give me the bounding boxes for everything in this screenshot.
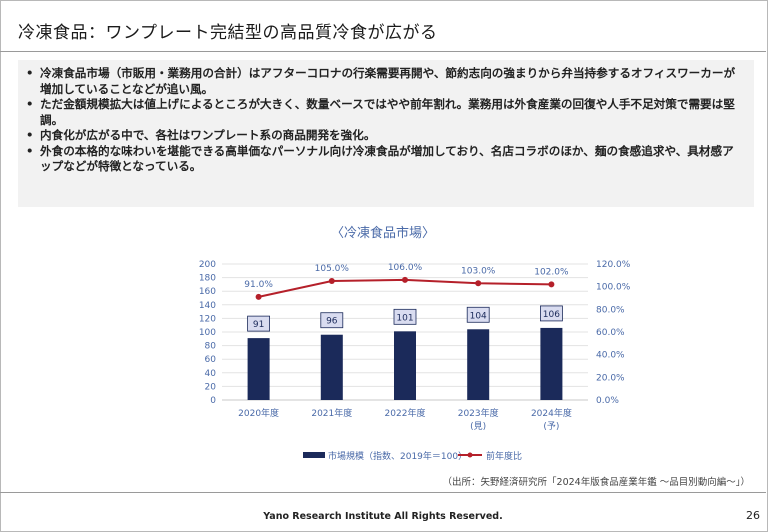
copyright-footer: Yano Research Institute All Rights Reser… [263, 511, 503, 522]
growth-point [328, 278, 335, 284]
bar-value-box [540, 305, 563, 322]
y-left-tick-label: 20 [205, 382, 217, 392]
bullet-mark: • [26, 66, 34, 80]
y-left-tick-label: 100 [199, 328, 216, 338]
bar-value-label: 104 [470, 311, 487, 321]
summary-item-text: 内食化が広がる中で、各社はワンプレート系の商品開発を強化。 [40, 128, 376, 142]
y-right-tick-label: 100.0% [596, 283, 631, 293]
x-category-sublabel: (予) [543, 421, 559, 432]
summary-item-text: ただ金額規模拡大は値上げによるところが大きく、数量ベースではやや前年割れ。業務用… [40, 97, 735, 127]
y-right-tick-label: 40.0% [596, 351, 625, 361]
summary-item: • ただ金額規模拡大は値上げによるところが大きく、数量ベースではやや前年割れ。業務… [24, 97, 744, 128]
bar-value-box [393, 308, 417, 325]
x-category-label: 2022年度 [385, 407, 426, 419]
y-right-tick-label: 60.0% [596, 328, 625, 338]
y-left-tick-label: 40 [205, 369, 217, 379]
legend-line-label: 前年度比 [486, 450, 522, 462]
legend-bar-swatch [303, 452, 325, 458]
growth-value-label: 91.0% [244, 280, 273, 290]
bar [540, 327, 563, 400]
legend-line-marker [467, 452, 473, 458]
summary-item: • 内食化が広がる中で、各社はワンプレート系の商品開発を強化。 [24, 128, 744, 144]
x-category-label: 2024年度 [531, 407, 572, 419]
bullet-mark: • [26, 128, 34, 142]
slide-title: 冷凍食品：ワンプレート完結型の高品質冷食が広がる [18, 23, 438, 43]
summary-box: • 冷凍食品市場（市販用・業務用の合計）はアフターコロナの行楽需要再開や、節約志向… [18, 60, 754, 207]
summary-list: • 冷凍食品市場（市販用・業務用の合計）はアフターコロナの行楽需要再開や、節約志向… [24, 66, 744, 175]
bar-value-label: 96 [326, 317, 338, 327]
y-right-tick-label: 80.0% [596, 305, 625, 315]
y-left-tick-label: 200 [199, 260, 216, 270]
bar-value-label: 106 [543, 310, 560, 320]
y-left-tick-label: 120 [199, 314, 216, 324]
bar [467, 329, 490, 400]
growth-value-label: 105.0% [315, 264, 350, 274]
summary-item: • 外食の本格的な味わいを堪能できる高単価なパーソナル向け冷凍食品が増加しており、… [24, 144, 744, 175]
source-note: （出所：矢野経済研究所「2024年版食品産業年鑑 ～品目別動向編～」） [442, 477, 750, 488]
legend-bar-label: 市場規模（指数、2019年＝100） [328, 450, 467, 462]
footer-divider [0, 492, 766, 493]
x-category-sublabel: (見) [470, 421, 486, 432]
bar [247, 338, 270, 400]
y-left-tick-label: 60 [205, 355, 217, 365]
title-divider [0, 51, 766, 52]
growth-value-label: 102.0% [534, 267, 569, 277]
bar-value-box [466, 306, 490, 323]
growth-value-label: 103.0% [461, 266, 496, 276]
y-left-tick-label: 180 [199, 274, 216, 284]
bullet-mark: • [26, 143, 34, 158]
summary-item: • 冷凍食品市場（市販用・業務用の合計）はアフターコロナの行楽需要再開や、節約志向… [24, 66, 744, 97]
bullet-mark: • [26, 97, 34, 111]
summary-item-text: 冷凍食品市場（市販用・業務用の合計）はアフターコロナの行楽需要再開や、節約志向の… [40, 66, 736, 96]
growth-value-label: 106.0% [388, 263, 423, 273]
y-right-tick-label: 120.0% [596, 260, 631, 270]
x-category-label: 2020年度 [238, 407, 279, 419]
bar-value-label: 101 [396, 313, 413, 323]
x-category-label: 2021年度 [311, 407, 352, 419]
y-left-tick-label: 80 [205, 342, 217, 352]
bar [394, 331, 416, 400]
page-number: 26 [746, 509, 760, 522]
y-right-tick-label: 0.0% [596, 396, 619, 406]
growth-point [402, 276, 408, 283]
y-left-tick-label: 0 [210, 396, 216, 406]
chart-title: 〈冷凍食品市場〉 [330, 226, 435, 241]
bar-value-box [247, 315, 271, 332]
y-right-tick-label: 20.0% [596, 373, 625, 383]
y-left-tick-label: 160 [199, 287, 216, 297]
x-category-label: 2023年度 [458, 407, 499, 419]
growth-point [475, 280, 482, 287]
growth-point [255, 293, 262, 300]
y-left-tick-label: 140 [199, 301, 216, 311]
growth-point [548, 281, 555, 288]
summary-item-text: 外食の本格的な味わいを堪能できる高単価なパーソナル向け冷凍食品が増加しており、名… [40, 143, 734, 174]
bar-value-box [320, 312, 344, 329]
bar-value-label: 91 [253, 320, 264, 330]
bar [320, 334, 343, 400]
